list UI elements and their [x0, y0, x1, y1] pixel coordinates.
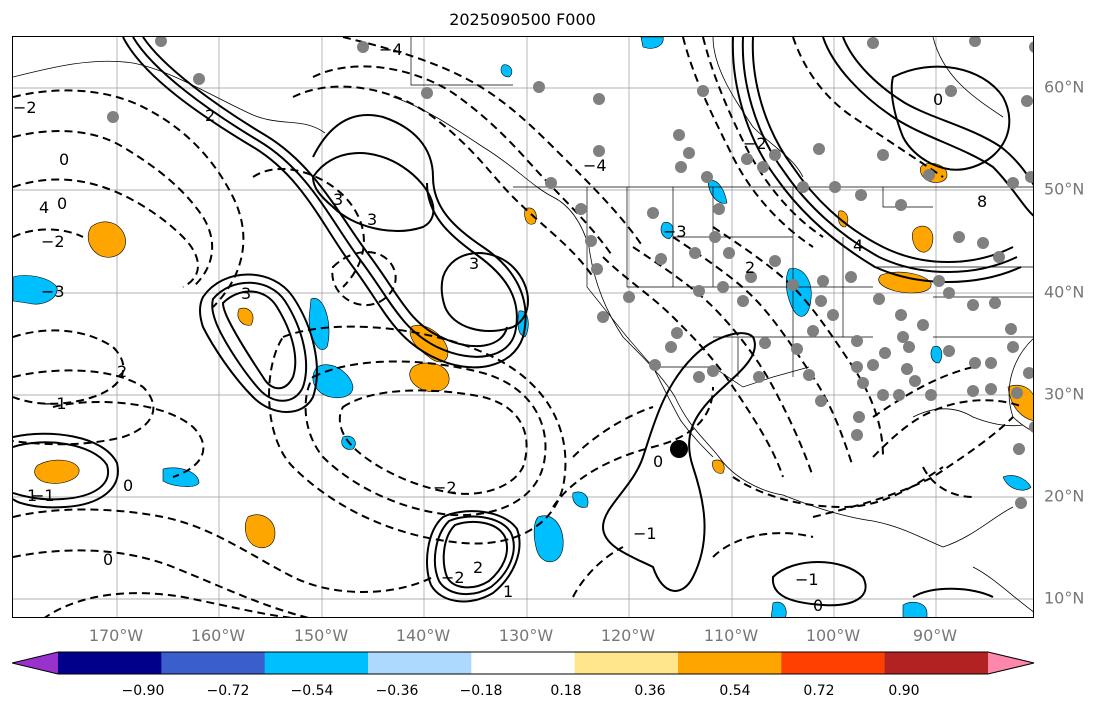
contour-label: 3 — [469, 254, 479, 273]
lon-label: 110°W — [703, 626, 759, 645]
colorbar-tick-label: −0.54 — [290, 683, 334, 699]
contour-label: −2 — [433, 478, 457, 497]
contour-label: −2 — [13, 98, 37, 117]
lat-label: 40°N — [1044, 282, 1085, 302]
colorbar-segment — [471, 652, 576, 674]
contour-label: −2 — [41, 232, 65, 251]
lat-label: 30°N — [1044, 384, 1085, 404]
station-dots — [107, 37, 1033, 509]
contour-label: 3 — [241, 284, 251, 303]
contour-label: −1 — [633, 524, 657, 543]
graticule — [13, 37, 1033, 617]
contour-label: 1 — [503, 582, 513, 601]
contour-label: 4 — [853, 236, 863, 255]
dashed-contours — [13, 37, 1024, 617]
lon-label: 170°W — [88, 626, 144, 645]
map-canvas: −4 −2 0 2 3 −1 −3 −2 0 3 3 4 3 2 −3 −1 1… — [13, 37, 1033, 617]
contour-label: 8 — [977, 192, 987, 211]
colorbar-tick-label: −0.72 — [206, 683, 250, 699]
colorbar-tick-label: −0.18 — [459, 683, 503, 699]
colorbar — [12, 651, 1035, 675]
contour-label: −1 — [795, 570, 819, 589]
contour-label: −4 — [583, 156, 607, 175]
lat-label: 10°N — [1044, 588, 1085, 608]
shaded-fields — [13, 37, 1033, 617]
contour-label: 0 — [59, 150, 69, 169]
contour-label: −3 — [41, 282, 65, 301]
contour-label: −2 — [743, 134, 767, 153]
contour-label: 2 — [473, 558, 483, 577]
colorbar-tick-label: 0.90 — [888, 683, 920, 699]
colorbar-segment — [161, 652, 266, 674]
contour-label: 0 — [123, 476, 133, 495]
colorbar-segment — [368, 652, 472, 674]
contour-label: 0 — [813, 596, 823, 615]
lat-label: 20°N — [1044, 486, 1085, 506]
contour-label: −4 — [379, 40, 403, 59]
solid-contours — [13, 37, 1033, 607]
colorbar-segment — [884, 652, 989, 674]
storm-center-marker — [670, 440, 688, 458]
colorbar-tick-label: 0.54 — [719, 683, 751, 699]
lon-label: 140°W — [395, 626, 451, 645]
contour-label: 0 — [933, 90, 943, 109]
lon-label: 160°W — [190, 626, 246, 645]
map-panel: −4 −2 0 2 3 −1 −3 −2 0 3 3 4 3 2 −3 −1 1… — [12, 36, 1034, 618]
lon-label: 90°W — [912, 626, 958, 645]
colorbar-tick-label: 0.36 — [634, 683, 666, 699]
lon-label: 120°W — [600, 626, 656, 645]
lat-label: 60°N — [1044, 77, 1085, 97]
colorbar-segment — [264, 652, 369, 674]
colorbar-segment — [574, 652, 679, 674]
contour-label: 2 — [745, 258, 755, 277]
contour-label: −1 — [43, 394, 67, 413]
colorbar-extend-low — [12, 652, 58, 674]
lat-label: 50°N — [1044, 179, 1085, 199]
contour-label: −1 — [31, 486, 55, 505]
contour-label: 0 — [653, 452, 663, 471]
contour-label: −2 — [441, 568, 465, 587]
contour-label: 3 — [333, 190, 343, 209]
contour-label: 3 — [367, 210, 377, 229]
contour-label: 1 — [27, 486, 37, 505]
contour-labels: −4 −2 0 2 3 −1 −3 −2 0 3 3 4 3 2 −3 −1 1… — [13, 40, 987, 615]
contour-label: 0 — [103, 550, 113, 569]
contour-label: −3 — [663, 222, 687, 241]
colorbar-outline — [12, 651, 1035, 675]
lon-label: 130°W — [498, 626, 554, 645]
colorbar-segment — [58, 652, 162, 674]
colorbar-tick-label: −0.36 — [375, 683, 419, 699]
map-title: 2025090500 F000 — [449, 10, 596, 29]
contour-label: 2 — [205, 106, 215, 125]
contour-label: 2 — [117, 362, 127, 381]
coastlines — [13, 37, 1033, 612]
lon-label: 100°W — [805, 626, 861, 645]
colorbar-tick-label: −0.90 — [121, 683, 165, 699]
colorbar-extend-high — [988, 652, 1034, 674]
colorbar-tick-label: 0.18 — [550, 683, 582, 699]
contour-label: 4 — [39, 198, 49, 217]
colorbar-segment — [678, 652, 782, 674]
lon-label: 150°W — [293, 626, 349, 645]
colorbar-tick-label: 0.72 — [803, 683, 835, 699]
colorbar-segment — [781, 652, 886, 674]
contour-label: 0 — [57, 194, 67, 213]
